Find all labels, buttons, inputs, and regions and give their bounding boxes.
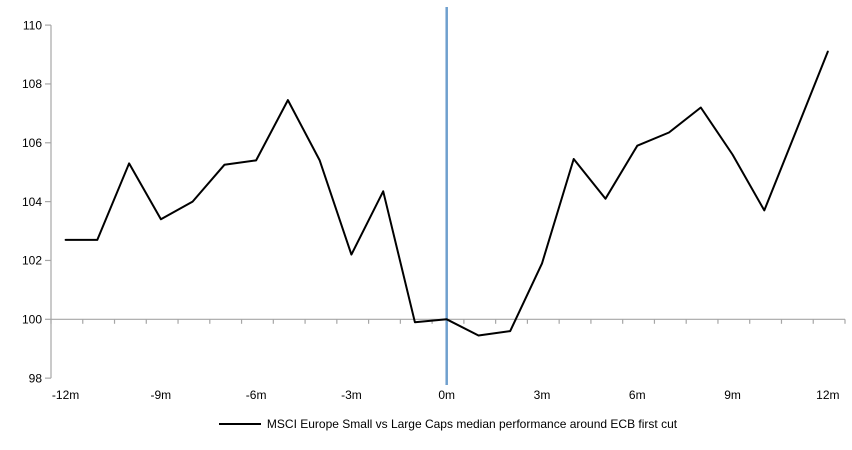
x-tick-label: 9m <box>724 388 741 402</box>
x-tick-label: -6m <box>246 388 267 402</box>
y-tick-label: 100 <box>22 313 42 327</box>
x-tick-label: -9m <box>151 388 172 402</box>
series-line <box>64 50 829 337</box>
y-tick-label: 98 <box>29 371 43 385</box>
legend-label: MSCI Europe Small vs Large Caps median p… <box>266 417 678 431</box>
x-tick-label: -3m <box>341 388 362 402</box>
x-tick-label: 12m <box>816 388 839 402</box>
y-tick-label: 102 <box>22 254 42 268</box>
x-tick-label: -12m <box>52 388 79 402</box>
y-tick-label: 106 <box>22 136 42 150</box>
x-tick-label: 6m <box>629 388 646 402</box>
line-chart: 98 100 102 104 106 108 110 -12m -9m -6m -3m 0m 3m 6m 9… <box>22 7 846 402</box>
legend-line-sample-icon <box>218 423 261 425</box>
legend: MSCI Europe Small vs Large Caps median p… <box>51 415 845 433</box>
y-tick-label: 110 <box>23 18 42 32</box>
y-tick-label: 104 <box>22 195 42 209</box>
y-tick-label: 108 <box>22 77 42 91</box>
x-tick-label: 3m <box>534 388 551 402</box>
x-tick-label: 0m <box>438 388 455 402</box>
